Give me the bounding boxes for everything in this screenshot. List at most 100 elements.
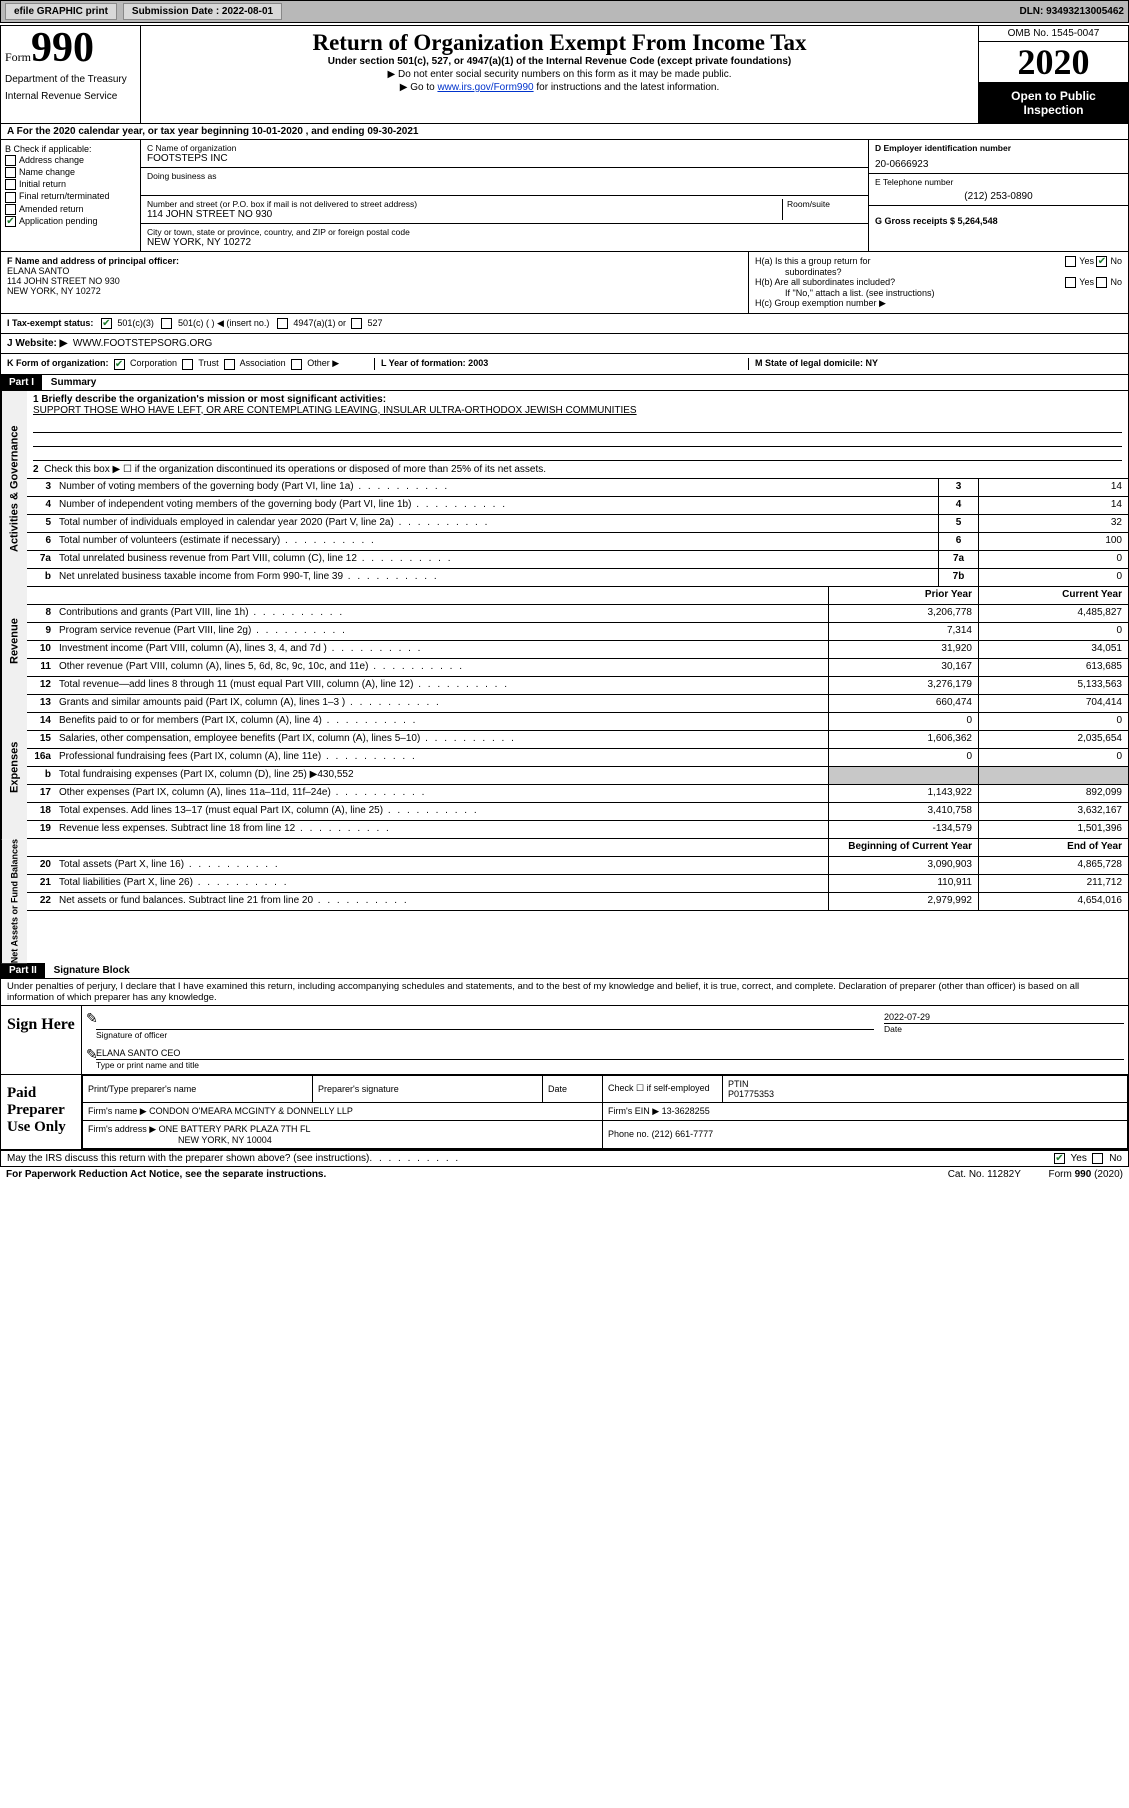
l1-label: 1 Briefly describe the organization's mi… <box>33 394 386 405</box>
net-assets-block: Net Assets or Fund Balances Beginning of… <box>1 839 1128 963</box>
ha-no: No <box>1110 256 1122 266</box>
preparer-table: Print/Type preparer's name Preparer's si… <box>82 1075 1128 1149</box>
chk-501c[interactable] <box>161 318 172 329</box>
discuss-yes: Yes <box>1071 1153 1087 1164</box>
col-b-label: B Check if applicable: <box>5 144 136 154</box>
chk-501c3[interactable] <box>101 318 112 329</box>
part-ii-title: Signature Block <box>48 963 136 978</box>
street-label: Number and street (or P.O. box if mail i… <box>147 199 782 209</box>
row-f-h: F Name and address of principal officer:… <box>1 252 1128 314</box>
discuss-row: May the IRS discuss this return with the… <box>1 1150 1128 1166</box>
mission-blank-line <box>33 447 1122 461</box>
note-pre: ▶ Go to <box>400 82 438 93</box>
ha-yes: Yes <box>1079 256 1094 266</box>
form-number-footer: Form 990 (2020) <box>1049 1169 1123 1180</box>
part-ii-header: Part II Signature Block <box>1 963 1128 979</box>
ha-label: H(a) Is this a group return for <box>755 256 871 267</box>
col-header-row: Prior Year Current Year <box>27 587 1128 605</box>
hb-label: H(b) Are all subordinates included? <box>755 277 895 288</box>
form-990: Form990 Department of the Treasury Inter… <box>0 25 1129 1167</box>
city-val: NEW YORK, NY 10272 <box>147 237 862 248</box>
discuss-label: May the IRS discuss this return with the… <box>7 1153 369 1164</box>
efile-print-button[interactable]: efile GRAPHIC print <box>5 3 117 20</box>
col-header-row-2: Beginning of Current Year End of Year <box>27 839 1128 857</box>
type-name-label: Type or print name and title <box>96 1060 1124 1070</box>
chk-amended[interactable]: Amended return <box>5 204 136 215</box>
chk-527[interactable] <box>351 318 362 329</box>
chk-name-change[interactable]: Name change <box>5 167 136 178</box>
city-label: City or town, state or province, country… <box>147 227 862 237</box>
chk-initial-return[interactable]: Initial return <box>5 179 136 190</box>
date-field: 2022-07-29 <box>884 1010 1124 1024</box>
paperwork-notice: For Paperwork Reduction Act Notice, see … <box>6 1169 326 1180</box>
prep-sig-label: Preparer's signature <box>313 1075 543 1102</box>
chk-corp[interactable] <box>114 359 125 370</box>
top-bar: efile GRAPHIC print Submission Date : 20… <box>0 0 1129 23</box>
org-name-label: C Name of organization <box>147 143 862 153</box>
f-label: F Name and address of principal officer: <box>7 256 179 266</box>
bottom-footer: For Paperwork Reduction Act Notice, see … <box>0 1167 1129 1182</box>
chk-assoc[interactable] <box>224 359 235 370</box>
discuss-yes-chk[interactable] <box>1054 1153 1065 1164</box>
trust-label: Trust <box>198 358 218 368</box>
group-return: H(a) Is this a group return for Yes No s… <box>748 252 1128 313</box>
hb-no: No <box>1110 277 1122 287</box>
submission-date: Submission Date : 2022-08-01 <box>123 3 282 20</box>
org-name: FOOTSTEPS INC <box>147 153 862 164</box>
chk-other[interactable] <box>291 359 302 370</box>
header-left: Form990 Department of the Treasury Inter… <box>1 26 141 123</box>
chk-4947[interactable] <box>277 318 288 329</box>
discuss-no-chk[interactable] <box>1092 1153 1103 1164</box>
summary-line: 4Number of independent voting members of… <box>27 497 1128 515</box>
ptin-cell: PTINP01775353 <box>723 1075 1128 1102</box>
prep-date-label: Date <box>543 1075 603 1102</box>
summary-line: 18Total expenses. Add lines 13–17 (must … <box>27 803 1128 821</box>
hc-label: H(c) Group exemption number ▶ <box>755 298 1122 309</box>
chk-trust[interactable] <box>182 359 193 370</box>
col-d-e-g: D Employer identification number 20-0666… <box>868 140 1128 251</box>
part-i-label: Part I <box>1 375 42 390</box>
k-label: K Form of organization: <box>7 358 109 368</box>
summary-line: 16aProfessional fundraising fees (Part I… <box>27 749 1128 767</box>
officer-addr2: NEW YORK, NY 10272 <box>7 286 742 296</box>
street-val: 114 JOHN STREET NO 930 <box>147 209 782 220</box>
instructions-note: ▶ Go to www.irs.gov/Form990 for instruct… <box>151 82 968 93</box>
summary-line: 5Total number of individuals employed in… <box>27 515 1128 533</box>
department: Department of the Treasury <box>5 74 136 85</box>
summary-line: 17Other expenses (Part IX, column (A), l… <box>27 785 1128 803</box>
other-label: Other ▶ <box>307 358 339 368</box>
summary-line: 14Benefits paid to or for members (Part … <box>27 713 1128 731</box>
paid-preparer-row: Paid Preparer Use Only Print/Type prepar… <box>1 1075 1128 1150</box>
vlabel-revenue: Revenue <box>1 587 27 695</box>
officer-printed-name: ELANA SANTO CEO <box>96 1048 180 1058</box>
hdr-prior-year: Prior Year <box>828 587 978 604</box>
chk-application-pending[interactable]: Application pending <box>5 216 136 227</box>
dba-label: Doing business as <box>147 171 862 181</box>
summary-line: 7aTotal unrelated business revenue from … <box>27 551 1128 569</box>
officer-signature-line[interactable]: ✎ <box>96 1010 874 1030</box>
dba-cell: Doing business as <box>141 168 868 196</box>
chk-final-return[interactable]: Final return/terminated <box>5 191 136 202</box>
row-j-website: J Website: ▶ WWW.FOOTSTEPSORG.ORG <box>1 334 1128 354</box>
row-k-l-m: K Form of organization: Corporation Trus… <box>1 354 1128 374</box>
ha-sub: subordinates? <box>755 267 1122 277</box>
line-1-mission: 1 Briefly describe the organization's mi… <box>27 391 1128 419</box>
expenses-block: Expenses 13Grants and similar amounts pa… <box>1 695 1128 839</box>
vlabel-governance: Activities & Governance <box>1 391 27 587</box>
pen-icon: ✎ <box>86 1010 98 1027</box>
officer-name: ELANA SANTO <box>7 266 742 276</box>
dln: DLN: 93493213005462 <box>1019 6 1124 17</box>
ein-label: D Employer identification number <box>875 143 1011 153</box>
4947-label: 4947(a)(1) or <box>293 318 346 328</box>
sign-here-row: Sign Here ✎ Signature of officer 2022-07… <box>1 1006 1128 1075</box>
l1-mission-text: SUPPORT THOSE WHO HAVE LEFT, OR ARE CONT… <box>33 405 637 416</box>
row-a-tax-year: A For the 2020 calendar year, or tax yea… <box>1 124 1128 140</box>
tel-cell: E Telephone number (212) 253-0890 <box>869 174 1128 206</box>
open-to-public: Open to Public Inspection <box>979 83 1128 123</box>
instructions-link[interactable]: www.irs.gov/Form990 <box>437 82 533 93</box>
firm-addr-cell: Firm's address ▶ ONE BATTERY PARK PLAZA … <box>83 1120 603 1148</box>
summary-line: 20Total assets (Part X, line 16)3,090,90… <box>27 857 1128 875</box>
summary-line: 15Salaries, other compensation, employee… <box>27 731 1128 749</box>
summary-line: 19Revenue less expenses. Subtract line 1… <box>27 821 1128 839</box>
chk-address-change[interactable]: Address change <box>5 155 136 166</box>
